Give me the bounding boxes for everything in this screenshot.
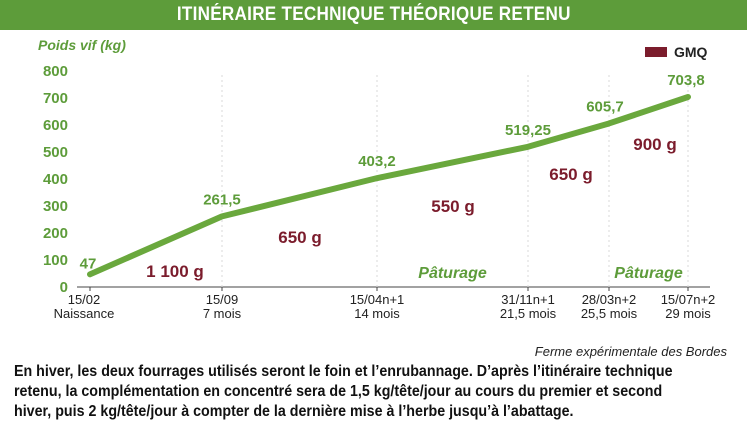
gmq-label: 550 g [431,197,474,216]
x-tick-date: 31/11n+1 [501,292,555,307]
y-tick-label: 800 [43,63,68,80]
y-tick-label: 500 [43,144,68,161]
y-tick-label: 700 [43,90,68,107]
y-tick-label: 400 [43,171,68,188]
pasture-label: Pâturage [418,265,487,282]
x-tick-date: 15/09 [206,292,239,307]
gmq-label: 650 g [549,165,592,184]
x-tick-age: 7 mois [203,306,242,321]
x-tick-age: Naissance [54,306,115,321]
line-chart: Poids vif (kg) 0 100 200 300 400 500 600 700 800 1… [38,37,716,321]
x-tick-age: 29 mois [665,306,711,321]
source-label: Ferme expérimentale des Bordes [534,344,727,359]
data-label: 47 [80,255,97,272]
gmq-label: 900 g [633,135,676,154]
y-tick-label: 600 [43,117,68,134]
y-tick-label: 100 [43,252,68,269]
legend-label-gmq: GMQ [674,44,708,60]
data-label: 519,25 [505,122,551,139]
x-tick-date: 15/02 [68,292,101,307]
footnote-text: En hiver, les deux fourrages utilisés se… [14,363,673,420]
weight-series-line [87,93,691,278]
y-axis-label: Poids vif (kg) [38,37,126,53]
x-tick-age: 25,5 mois [581,306,638,321]
data-label: 261,5 [203,191,241,208]
gmq-label: 1 100 g [146,262,204,281]
x-tick-date: 28/03n+2 [582,292,637,307]
x-tick-age: 14 mois [354,306,400,321]
y-tick-label: 300 [43,198,68,215]
x-tick-date: 15/04n+1 [350,292,405,307]
x-tick-date: 15/07n+2 [661,292,716,307]
legend-swatch-gmq [645,47,667,57]
y-tick-label: 200 [43,225,68,242]
title-banner: ITINÉRAIRE TECHNIQUE THÉORIQUE RETENU [0,0,747,30]
pasture-label: Pâturage [614,265,683,282]
data-label: 605,7 [586,98,624,115]
chart-title: ITINÉRAIRE TECHNIQUE THÉORIQUE RETENU [176,4,571,25]
y-tick-label: 0 [60,279,68,296]
data-label: 703,8 [667,72,705,89]
data-label: 403,2 [358,153,396,170]
x-tick-age: 21,5 mois [500,306,557,321]
chart-area: Poids vif (kg) 0 100 200 300 400 500 600 700 800 1… [0,30,747,350]
gmq-label: 650 g [278,228,321,247]
